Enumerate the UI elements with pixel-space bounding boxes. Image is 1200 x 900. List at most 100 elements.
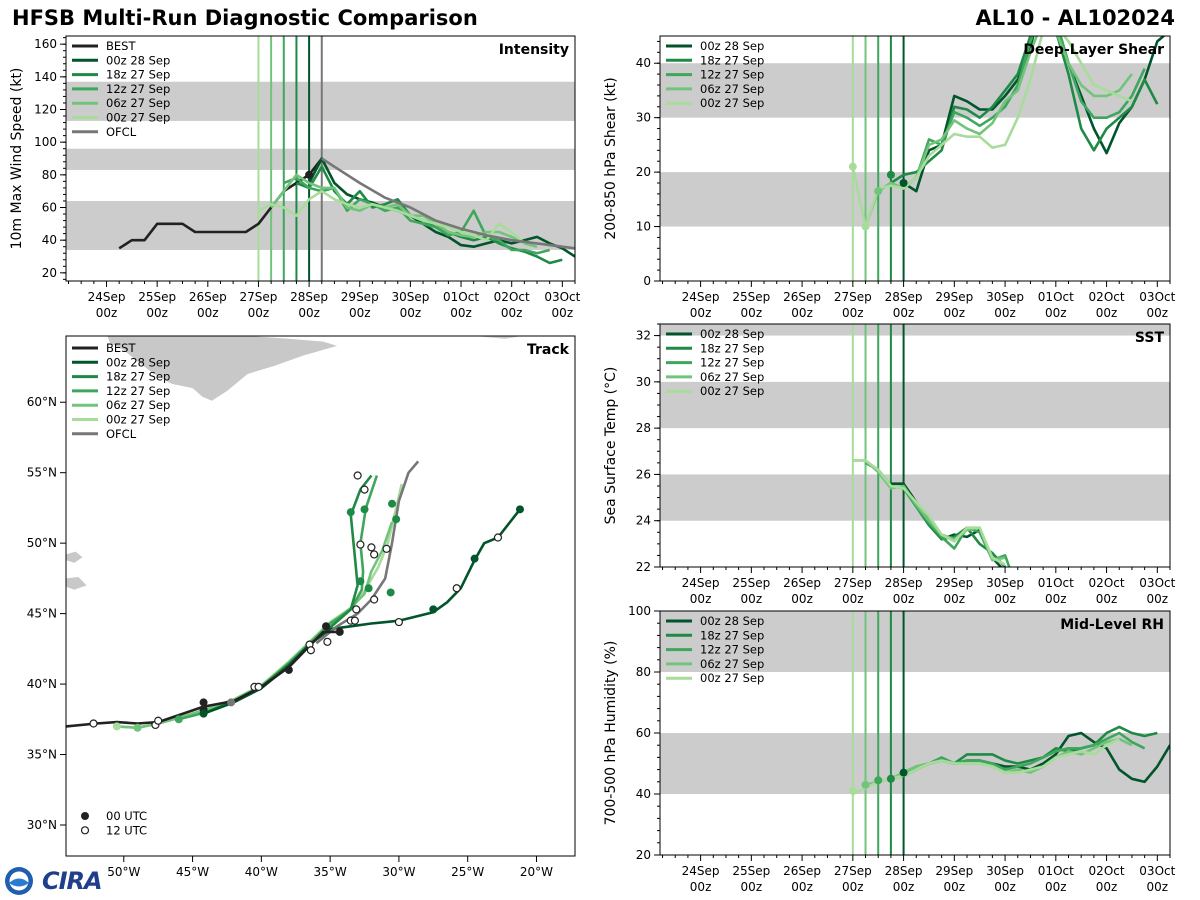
x-tick-label: 00z <box>349 306 371 320</box>
legend-label: 12z 27 Sep <box>700 68 764 82</box>
x-tick-label: 00z <box>994 592 1016 606</box>
x-tick-label: 24Sep <box>88 290 126 304</box>
y-tick-label: 120 <box>34 103 57 117</box>
x-tick-label: 00z <box>1147 306 1169 320</box>
x-tick-label: 00z <box>400 306 422 320</box>
series-marker <box>848 162 857 171</box>
plot-frame <box>65 335 576 857</box>
legend-label: 12 UTC <box>106 823 147 837</box>
legend-label: 00 UTC <box>106 809 147 823</box>
legend-marker-12utc <box>80 826 90 835</box>
track-marker-12utc <box>370 595 379 604</box>
track-line <box>205 474 373 714</box>
series-marker <box>861 222 870 231</box>
legend-label: OFCL <box>106 427 137 441</box>
track-line <box>116 483 403 730</box>
track-marker-12utc <box>353 471 362 480</box>
legend-label: 06z 27 Sep <box>700 370 764 384</box>
x-tick-label: 00z <box>501 306 523 320</box>
x-tick-label: 03Oct <box>544 290 580 304</box>
x-tick-label: 35°W <box>314 865 347 879</box>
x-tick-label: 03Oct <box>1139 290 1175 304</box>
legend-label: 18z 27 Sep <box>700 341 764 355</box>
track-marker-12utc <box>370 550 379 559</box>
x-tick-label: 30Sep <box>986 864 1024 878</box>
track-panel: 50°W 45°W 40°W 35°W 30°W 25°W 20°W 30°N 35°N 40°N… <box>27 335 576 879</box>
greenland-land <box>107 336 337 401</box>
noaa-emblem-icon <box>5 867 33 895</box>
legend-label: 06z 27 Sep <box>700 657 764 671</box>
storm-id: AL10 - AL102024 <box>975 6 1176 30</box>
series-group <box>118 157 575 265</box>
x-tick-label: 00z <box>994 880 1016 894</box>
series-line <box>118 157 323 250</box>
x-tick-label: 30°W <box>382 865 415 879</box>
x-tick-label: 29Sep <box>341 290 379 304</box>
panel-title: Deep-Layer Shear <box>1023 42 1164 58</box>
x-tick-label: 26Sep <box>783 864 821 878</box>
y-tick-label: 100 <box>628 604 651 618</box>
series-line <box>890 36 1159 185</box>
x-tick-label: 24Sep <box>682 290 720 304</box>
track-marker-12utc <box>382 544 391 553</box>
series-marker <box>861 780 870 789</box>
track-marker-00utc <box>284 665 293 674</box>
series-group <box>852 459 1011 567</box>
x-tick-label: 00z <box>893 306 915 320</box>
x-tick-label: 01Oct <box>1038 576 1074 590</box>
series-line <box>851 36 1133 228</box>
track-marker-00utc <box>356 577 365 586</box>
x-tick-label: 27Sep <box>834 576 872 590</box>
x-tick-label: 45°W <box>176 865 209 879</box>
track-marker-00utc <box>386 588 395 597</box>
x-tick-label: 25Sep <box>732 864 770 878</box>
series-line <box>902 36 1166 193</box>
x-tick-label: 26Sep <box>783 290 821 304</box>
legend-label: 00z 28 Sep <box>700 327 764 341</box>
y-tick-label: 20 <box>636 848 651 862</box>
x-tick-label: 00z <box>741 880 763 894</box>
track-group <box>66 460 524 732</box>
x-tick-label: 00z <box>146 306 168 320</box>
track-marker-00utc <box>112 722 121 731</box>
y-tick-label: 35°N <box>27 748 57 762</box>
y-axis-label: Sea Surface Temp (°C) <box>603 367 619 525</box>
plot-frame <box>659 35 1171 282</box>
legend-label: 06z 27 Sep <box>106 398 170 412</box>
x-tick-label: 25Sep <box>732 290 770 304</box>
legend-label: 00z 27 Sep <box>700 671 764 685</box>
track-marker-00utc <box>346 508 355 517</box>
x-tick-label: 01Oct <box>1038 290 1074 304</box>
x-tick-label: 00z <box>298 306 320 320</box>
x-tick-label: 00z <box>1045 592 1067 606</box>
cira-logo: CIRA <box>4 866 103 896</box>
track-marker-12utc <box>306 646 315 655</box>
sst-panel: 24Sep 00z 25Sep 00z 26Sep 00z 27Sep 00z 28Sep 00z… <box>603 323 1176 606</box>
track-marker-12utc <box>493 533 503 542</box>
iceland-land <box>474 336 523 339</box>
y-axis-label: 10m Max Wind Speed (kt) <box>9 68 25 250</box>
series-group <box>848 725 1170 796</box>
x-tick-label: 00z <box>1045 306 1067 320</box>
y-tick-label: 100 <box>34 135 57 149</box>
x-tick-label: 00z <box>944 306 966 320</box>
x-tick-label: 30Sep <box>986 290 1024 304</box>
x-tick-label: 00z <box>944 592 966 606</box>
x-tick-label: 00z <box>893 880 915 894</box>
threshold-band <box>660 381 1170 429</box>
x-tick-label: 24Sep <box>682 576 720 590</box>
track-marker-12utc <box>367 543 376 552</box>
legend-label: BEST <box>106 341 136 355</box>
y-tick-label: 60°N <box>27 395 57 409</box>
series-marker <box>874 187 883 196</box>
x-tick-label: 01Oct <box>443 290 479 304</box>
threshold-band <box>660 172 1170 227</box>
x-tick-label: 28Sep <box>290 290 328 304</box>
track-marker-12utc <box>352 605 361 614</box>
y-tick-label: 55°N <box>27 466 57 480</box>
track-marker-00utc <box>470 554 479 563</box>
x-tick-label: 02Oct <box>1089 290 1125 304</box>
series-marker <box>886 774 895 783</box>
track-marker-12utc <box>356 540 365 549</box>
x-tick-label: 00z <box>893 592 915 606</box>
